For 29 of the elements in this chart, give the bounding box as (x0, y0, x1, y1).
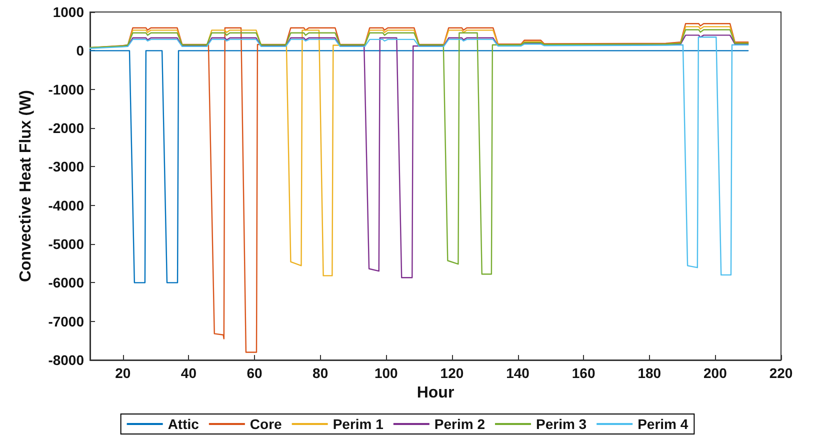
legend-label: Core (250, 416, 282, 432)
legend-label: Perim 4 (638, 416, 688, 432)
y-tick-label: 1000 (52, 4, 84, 20)
y-tick-label: -1000 (48, 81, 84, 98)
y-tick-label: -3000 (48, 158, 84, 175)
legend-label: Perim 2 (434, 416, 486, 432)
y-tick-label: -4000 (48, 197, 84, 214)
x-tick-label: 100 (374, 365, 398, 381)
x-tick-label: 200 (704, 365, 728, 381)
y-axis-title: Convective Heat Flux (W) (18, 90, 34, 282)
x-tick-label: 180 (638, 365, 662, 381)
x-tick-label: 60 (246, 365, 263, 381)
x-tick-label: 20 (115, 365, 131, 381)
y-tick-label: -7000 (48, 313, 84, 330)
y-tick-label: -6000 (48, 274, 84, 291)
x-axis-title: Hour (416, 384, 454, 402)
x-tick-label: 40 (180, 365, 197, 381)
legend-label: Attic (168, 416, 200, 432)
y-tick-label: -2000 (48, 120, 84, 136)
x-tick-label: 140 (506, 365, 530, 381)
legend-label: Perim 1 (332, 416, 384, 432)
x-tick-label: 160 (572, 365, 596, 381)
x-tick-label: 80 (312, 365, 328, 381)
x-tick-label: 220 (769, 365, 793, 381)
y-tick-label: -8000 (48, 352, 84, 368)
y-tick-label: 0 (76, 42, 84, 59)
legend-label: Perim 3 (536, 416, 587, 432)
y-tick-label: -5000 (48, 236, 84, 252)
x-tick-label: 120 (440, 365, 464, 381)
